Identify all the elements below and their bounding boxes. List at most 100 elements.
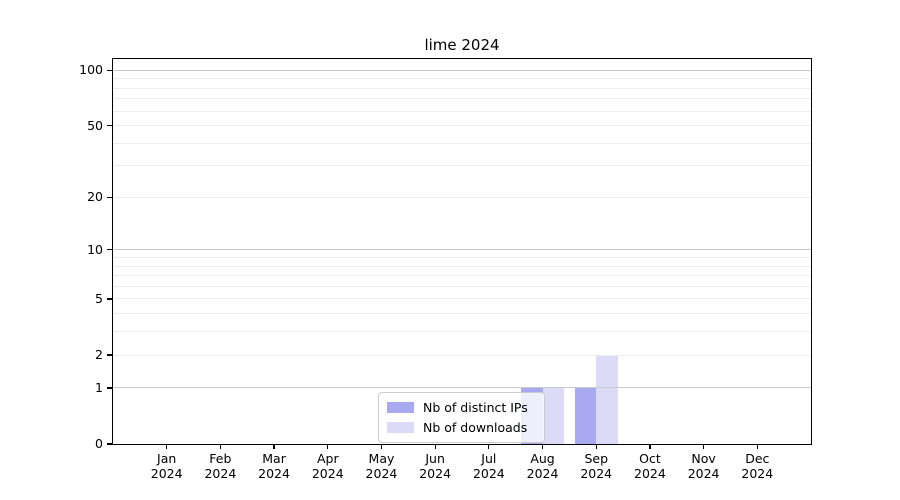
minor-gridline-50 bbox=[113, 125, 811, 127]
y-tick-5 bbox=[107, 298, 112, 300]
right-spine bbox=[810, 58, 812, 445]
downloads-swatch-icon bbox=[387, 422, 414, 433]
x-tick-year: 2024 bbox=[204, 466, 237, 481]
x-tick-year: 2024 bbox=[741, 466, 774, 481]
x-tick-label-feb: Feb 2024 bbox=[188, 451, 252, 481]
major-gridline-1 bbox=[113, 387, 811, 389]
minor-gridline-3 bbox=[113, 331, 811, 333]
x-tick-label-jun: Jun 2024 bbox=[403, 451, 467, 481]
x-tick-month: Nov bbox=[691, 451, 716, 466]
y-tick-50 bbox=[107, 124, 112, 127]
x-tick-month: Aug bbox=[530, 451, 555, 466]
x-tick-aug bbox=[541, 444, 544, 449]
legend-row-distinct-ips: Nb of distinct IPs bbox=[387, 399, 534, 416]
x-tick-dec bbox=[756, 444, 758, 449]
minor-gridline-4 bbox=[113, 313, 811, 315]
distinct-ips-swatch-icon bbox=[387, 402, 414, 413]
plot-area: Nb of distinct IPs Nb of downloads 100 50… bbox=[79, 58, 812, 481]
x-tick-year: 2024 bbox=[580, 466, 613, 481]
y-tick-1 bbox=[107, 387, 112, 389]
major-gridline-10 bbox=[113, 249, 811, 251]
x-tick-oct bbox=[649, 444, 651, 449]
y-tick-label-2: 2 bbox=[95, 347, 103, 363]
x-tick-sep bbox=[595, 444, 597, 449]
x-tick-month: Jan bbox=[157, 451, 177, 466]
minor-gridline-5 bbox=[113, 298, 811, 300]
y-tick-label-1: 1 bbox=[95, 379, 103, 395]
x-tick-label-sep: Sep 2024 bbox=[564, 451, 628, 481]
x-tick-label-nov: Nov 2024 bbox=[672, 451, 736, 481]
y-tick-0 bbox=[107, 443, 112, 445]
x-tick-label-oct: Oct 2024 bbox=[618, 451, 682, 481]
y-tick-10 bbox=[107, 249, 112, 251]
minor-gridline-6 bbox=[113, 285, 811, 287]
minor-gridline-70 bbox=[113, 98, 811, 100]
minor-gridline-2 bbox=[113, 354, 811, 356]
x-tick-year: 2024 bbox=[472, 466, 505, 481]
legend: Nb of distinct IPs Nb of downloads bbox=[378, 392, 545, 443]
x-tick-jun bbox=[434, 444, 436, 449]
minor-gridline-20 bbox=[113, 196, 811, 198]
y-tick-label-50: 50 bbox=[87, 117, 103, 133]
y-tick-label-20: 20 bbox=[87, 189, 103, 205]
x-tick-month: Dec bbox=[745, 451, 770, 466]
x-tick-year: 2024 bbox=[258, 466, 290, 481]
minor-gridline-60 bbox=[113, 110, 811, 112]
x-tick-feb bbox=[219, 444, 222, 449]
x-tick-month: Apr bbox=[316, 451, 339, 466]
y-tick-20 bbox=[107, 196, 112, 199]
x-tick-month: Oct bbox=[639, 451, 661, 466]
x-tick-year: 2024 bbox=[687, 466, 720, 481]
major-gridline-100 bbox=[113, 69, 811, 71]
x-tick-year: 2024 bbox=[311, 466, 344, 481]
x-tick-may bbox=[380, 444, 383, 449]
y-tick-label-5: 5 bbox=[95, 290, 103, 306]
chart-title: lime 2024 bbox=[424, 36, 500, 54]
x-tick-label-may: May 2024 bbox=[349, 451, 413, 481]
minor-gridline-40 bbox=[113, 142, 811, 144]
bar-nb-of-downloads-aug bbox=[542, 387, 565, 444]
minor-gridline-7 bbox=[113, 275, 811, 277]
x-tick-month: Jul bbox=[481, 451, 497, 466]
x-tick-label-dec: Dec 2024 bbox=[725, 451, 789, 481]
x-tick-month: Sep bbox=[584, 451, 608, 466]
x-tick-apr bbox=[327, 444, 329, 449]
x-tick-month: May bbox=[368, 451, 395, 466]
x-tick-month: Mar bbox=[262, 451, 286, 466]
x-tick-year: 2024 bbox=[419, 466, 452, 481]
top-spine bbox=[113, 58, 811, 60]
legend-label-distinct-ips: Nb of distinct IPs bbox=[423, 400, 528, 415]
minor-gridline-80 bbox=[113, 87, 811, 89]
minor-gridline-8 bbox=[113, 265, 811, 267]
minor-gridline-90 bbox=[113, 78, 811, 80]
y-tick-100 bbox=[107, 69, 112, 71]
y-tick-label-0: 0 bbox=[95, 436, 103, 451]
x-tick-jul bbox=[488, 444, 490, 449]
x-tick-label-apr: Apr 2024 bbox=[296, 451, 360, 481]
x-tick-month: Jun bbox=[425, 451, 445, 466]
x-tick-label-aug: Aug 2024 bbox=[511, 451, 575, 481]
legend-row-downloads: Nb of downloads bbox=[387, 419, 534, 436]
x-tick-jan bbox=[166, 444, 168, 449]
bar-nb-of-distinct-ips-sep bbox=[574, 387, 597, 444]
x-tick-label-mar: Mar 2024 bbox=[242, 451, 306, 481]
left-spine bbox=[112, 58, 114, 445]
x-tick-year: 2024 bbox=[526, 466, 559, 481]
x-tick-year: 2024 bbox=[634, 466, 666, 481]
minor-gridline-9 bbox=[113, 257, 811, 258]
x-tick-mar bbox=[273, 444, 275, 449]
x-tick-label-jul: Jul 2024 bbox=[457, 451, 521, 481]
legend-label-downloads: Nb of downloads bbox=[423, 420, 528, 435]
y-tick-2 bbox=[107, 354, 112, 356]
bottom-spine bbox=[113, 443, 811, 445]
bar-nb-of-downloads-sep bbox=[596, 355, 618, 444]
x-tick-year: 2024 bbox=[150, 466, 183, 481]
y-tick-label-100: 100 bbox=[79, 62, 103, 78]
x-tick-nov bbox=[702, 444, 705, 449]
x-tick-month: Feb bbox=[209, 451, 232, 466]
x-tick-year: 2024 bbox=[365, 466, 398, 481]
y-tick-label-10: 10 bbox=[87, 241, 103, 257]
x-tick-label-jan: Jan 2024 bbox=[135, 451, 199, 481]
minor-gridline-30 bbox=[113, 165, 811, 167]
